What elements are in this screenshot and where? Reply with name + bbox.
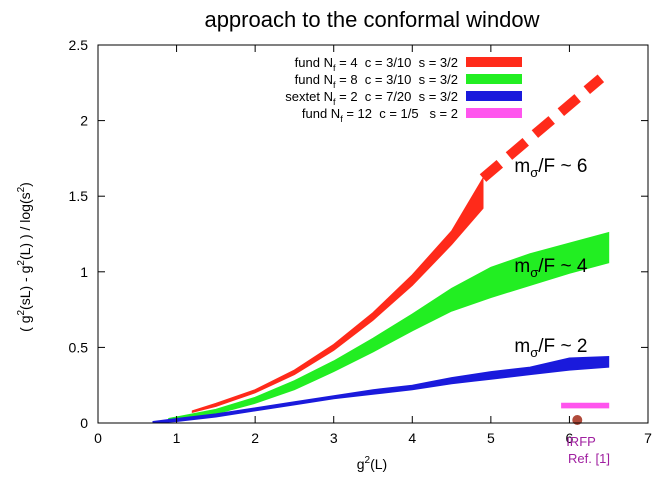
legend-label-2: sextet Nf = 2 c = 7/20 s = 3/2 — [285, 89, 458, 107]
plot-frame — [97, 44, 649, 424]
annotation-label-2: mσ/F ~ 2 — [514, 336, 587, 360]
chart-title: approach to the conformal window — [204, 7, 539, 32]
extrapolation-line — [479, 74, 605, 182]
series-band-1 — [168, 231, 610, 423]
legend-swatch-2 — [466, 91, 522, 101]
x-tick-label: 7 — [644, 430, 652, 446]
legend-label-3: fund Nf = 12 c = 1/5 s = 2 — [302, 106, 458, 124]
legend-swatch-0 — [466, 57, 522, 67]
y-tick-label: 0.5 — [69, 339, 89, 355]
series-band-3 — [561, 402, 610, 409]
svg-text:( g2(sL) - g2(L) ) / log(s2): ( g2(sL) - g2(L) ) / log(s2) — [16, 182, 33, 332]
y-tick-label: 0 — [80, 415, 88, 431]
x-tick-label: 6 — [566, 430, 574, 446]
series-band-0 — [191, 176, 484, 414]
x-tick-label: 2 — [251, 430, 259, 446]
series-band-2 — [152, 355, 610, 424]
annotation-label-1: mσ/F ~ 4 — [514, 256, 587, 280]
x-tick-label: 4 — [408, 430, 416, 446]
legend-label-0: fund Nf = 4 c = 3/10 s = 3/2 — [295, 55, 458, 73]
y-tick-label: 2.5 — [69, 37, 89, 53]
y-tick-label: 1.5 — [69, 188, 89, 204]
y-axis-label: ( g2(sL) - g2(L) ) / log(s2) — [16, 182, 33, 332]
legend-swatch-3 — [466, 108, 522, 118]
y-tick-label: 2 — [80, 113, 88, 129]
x-axis-label: g2(L) — [357, 455, 387, 472]
irfp-ref-label: Ref. [1] — [568, 451, 610, 466]
irfp-label: IRFP — [566, 434, 596, 449]
irfp-point — [572, 414, 583, 425]
x-tick-label: 5 — [487, 430, 495, 446]
plot-area: 0 1 2 3 4 5 6 7 0 0.5 1 1.5 2 2.5 mσ/F ~ 6 mσ/F ~ 4 mσ/F… — [69, 37, 653, 446]
legend-label-1: fund Nf = 8 c = 3/10 s = 3/2 — [295, 72, 458, 90]
x-tick-label: 0 — [94, 430, 102, 446]
x-tick-label: 1 — [173, 430, 181, 446]
x-tick-label: 3 — [330, 430, 338, 446]
y-tick-label: 1 — [80, 264, 88, 280]
legend-swatch-1 — [466, 74, 522, 84]
annotation-label-0: mσ/F ~ 6 — [514, 156, 587, 180]
svg-text:g2(L): g2(L) — [357, 455, 387, 472]
